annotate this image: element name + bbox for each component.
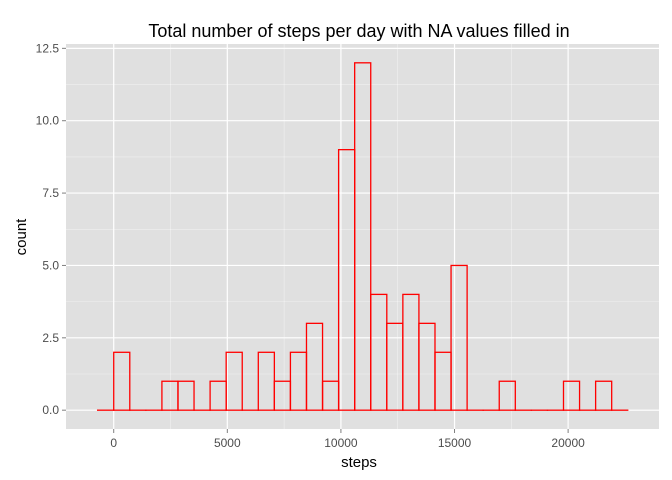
y-tick-label: 2.5 (42, 331, 59, 345)
y-axis-title: count (13, 218, 30, 256)
grid-minor (66, 44, 659, 429)
x-tick-label: 0 (110, 436, 117, 450)
x-tick-label: 10000 (324, 436, 358, 450)
x-tick-label: 15000 (438, 436, 472, 450)
y-axis: 0.0 2.5 5.0 7.5 10.0 12.5 (36, 41, 66, 417)
y-tick-label: 5.0 (42, 258, 59, 272)
histogram-bars (96, 62, 629, 411)
histogram-bar (594, 380, 613, 411)
plot-panel (66, 44, 659, 429)
histogram-bar (354, 62, 372, 411)
histogram-bar (562, 380, 581, 411)
y-tick-label: 12.5 (36, 41, 60, 55)
histogram-bar (177, 380, 195, 411)
histogram-bar (225, 351, 243, 411)
histogram-bar (450, 264, 468, 411)
chart-title: Total number of steps per day with NA va… (148, 21, 569, 41)
grid-major (66, 44, 659, 429)
y-tick-label: 7.5 (42, 186, 59, 200)
histogram-bar (113, 351, 131, 411)
y-tick-label: 0.0 (42, 403, 59, 417)
y-tick-label: 10.0 (36, 114, 60, 128)
histogram-bar (305, 322, 324, 411)
x-tick-label: 20000 (551, 436, 585, 450)
x-axis-title: steps (341, 454, 377, 471)
x-axis: 0 5000 10000 15000 20000 (110, 429, 585, 450)
histogram-bar (498, 380, 516, 411)
x-tick-label: 5000 (214, 436, 241, 450)
